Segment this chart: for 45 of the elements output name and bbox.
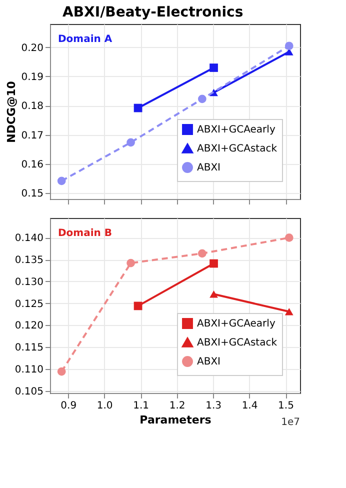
legend-label: ABXI+GCAearly <box>197 318 276 330</box>
legend-label: ABXI <box>197 356 221 368</box>
y-tick-label: 0.20 <box>21 42 44 54</box>
y-axis-title: NDCG@10 <box>5 80 18 143</box>
x-tick-label: 1.2 <box>169 400 186 412</box>
text: 1e7 <box>281 417 300 428</box>
point <box>126 138 135 147</box>
x-tick-label: 1.1 <box>133 400 150 412</box>
x-tick-label: 0.9 <box>60 400 77 412</box>
legend-label: ABXI <box>197 162 221 174</box>
point <box>57 367 66 376</box>
y-tick-label: 0.105 <box>14 386 44 398</box>
y-tick-label: 0.130 <box>14 276 44 288</box>
point <box>198 94 206 104</box>
y-tick-label: 0.16 <box>21 160 44 170</box>
y-tick-label: 0.17 <box>21 130 44 142</box>
annotation: Domain A <box>58 34 112 45</box>
point <box>57 176 66 186</box>
legend-label: ABXI+GCAstack <box>197 144 278 154</box>
x-tick-label: 1.4 <box>242 400 258 412</box>
point <box>198 249 206 258</box>
y-tick-label: 0.15 <box>21 188 44 200</box>
point <box>284 234 294 242</box>
x-tick-label: 1.5 <box>278 400 294 412</box>
annotation: Domain B <box>58 228 112 239</box>
point <box>284 42 294 50</box>
y-tick-label: 0.18 <box>21 101 44 112</box>
y-tick-label: 0.110 <box>14 364 44 376</box>
y-tick-label: 0.125 <box>14 298 44 310</box>
x-tick-label: 1.0 <box>96 400 113 412</box>
point <box>126 258 135 268</box>
y-tick-label: 0.115 <box>14 342 44 354</box>
chart-title: ABXI/Beaty-Electronics <box>62 4 244 20</box>
legend-label: ABXI+GCAearly <box>197 124 276 136</box>
point <box>134 302 142 310</box>
x-tick-label: 1.3 <box>206 400 222 412</box>
point <box>210 64 218 72</box>
y-tick-label: 0.120 <box>14 320 44 332</box>
legend-label: ABXI+GCAstack <box>197 338 278 348</box>
y-tick-label: 0.19 <box>21 72 44 83</box>
point <box>210 259 218 268</box>
y-tick-label: 0.140 <box>14 233 44 244</box>
point <box>134 104 142 112</box>
x-axis-title: Parameters <box>140 414 212 426</box>
y-tick-label: 0.135 <box>14 255 44 266</box>
